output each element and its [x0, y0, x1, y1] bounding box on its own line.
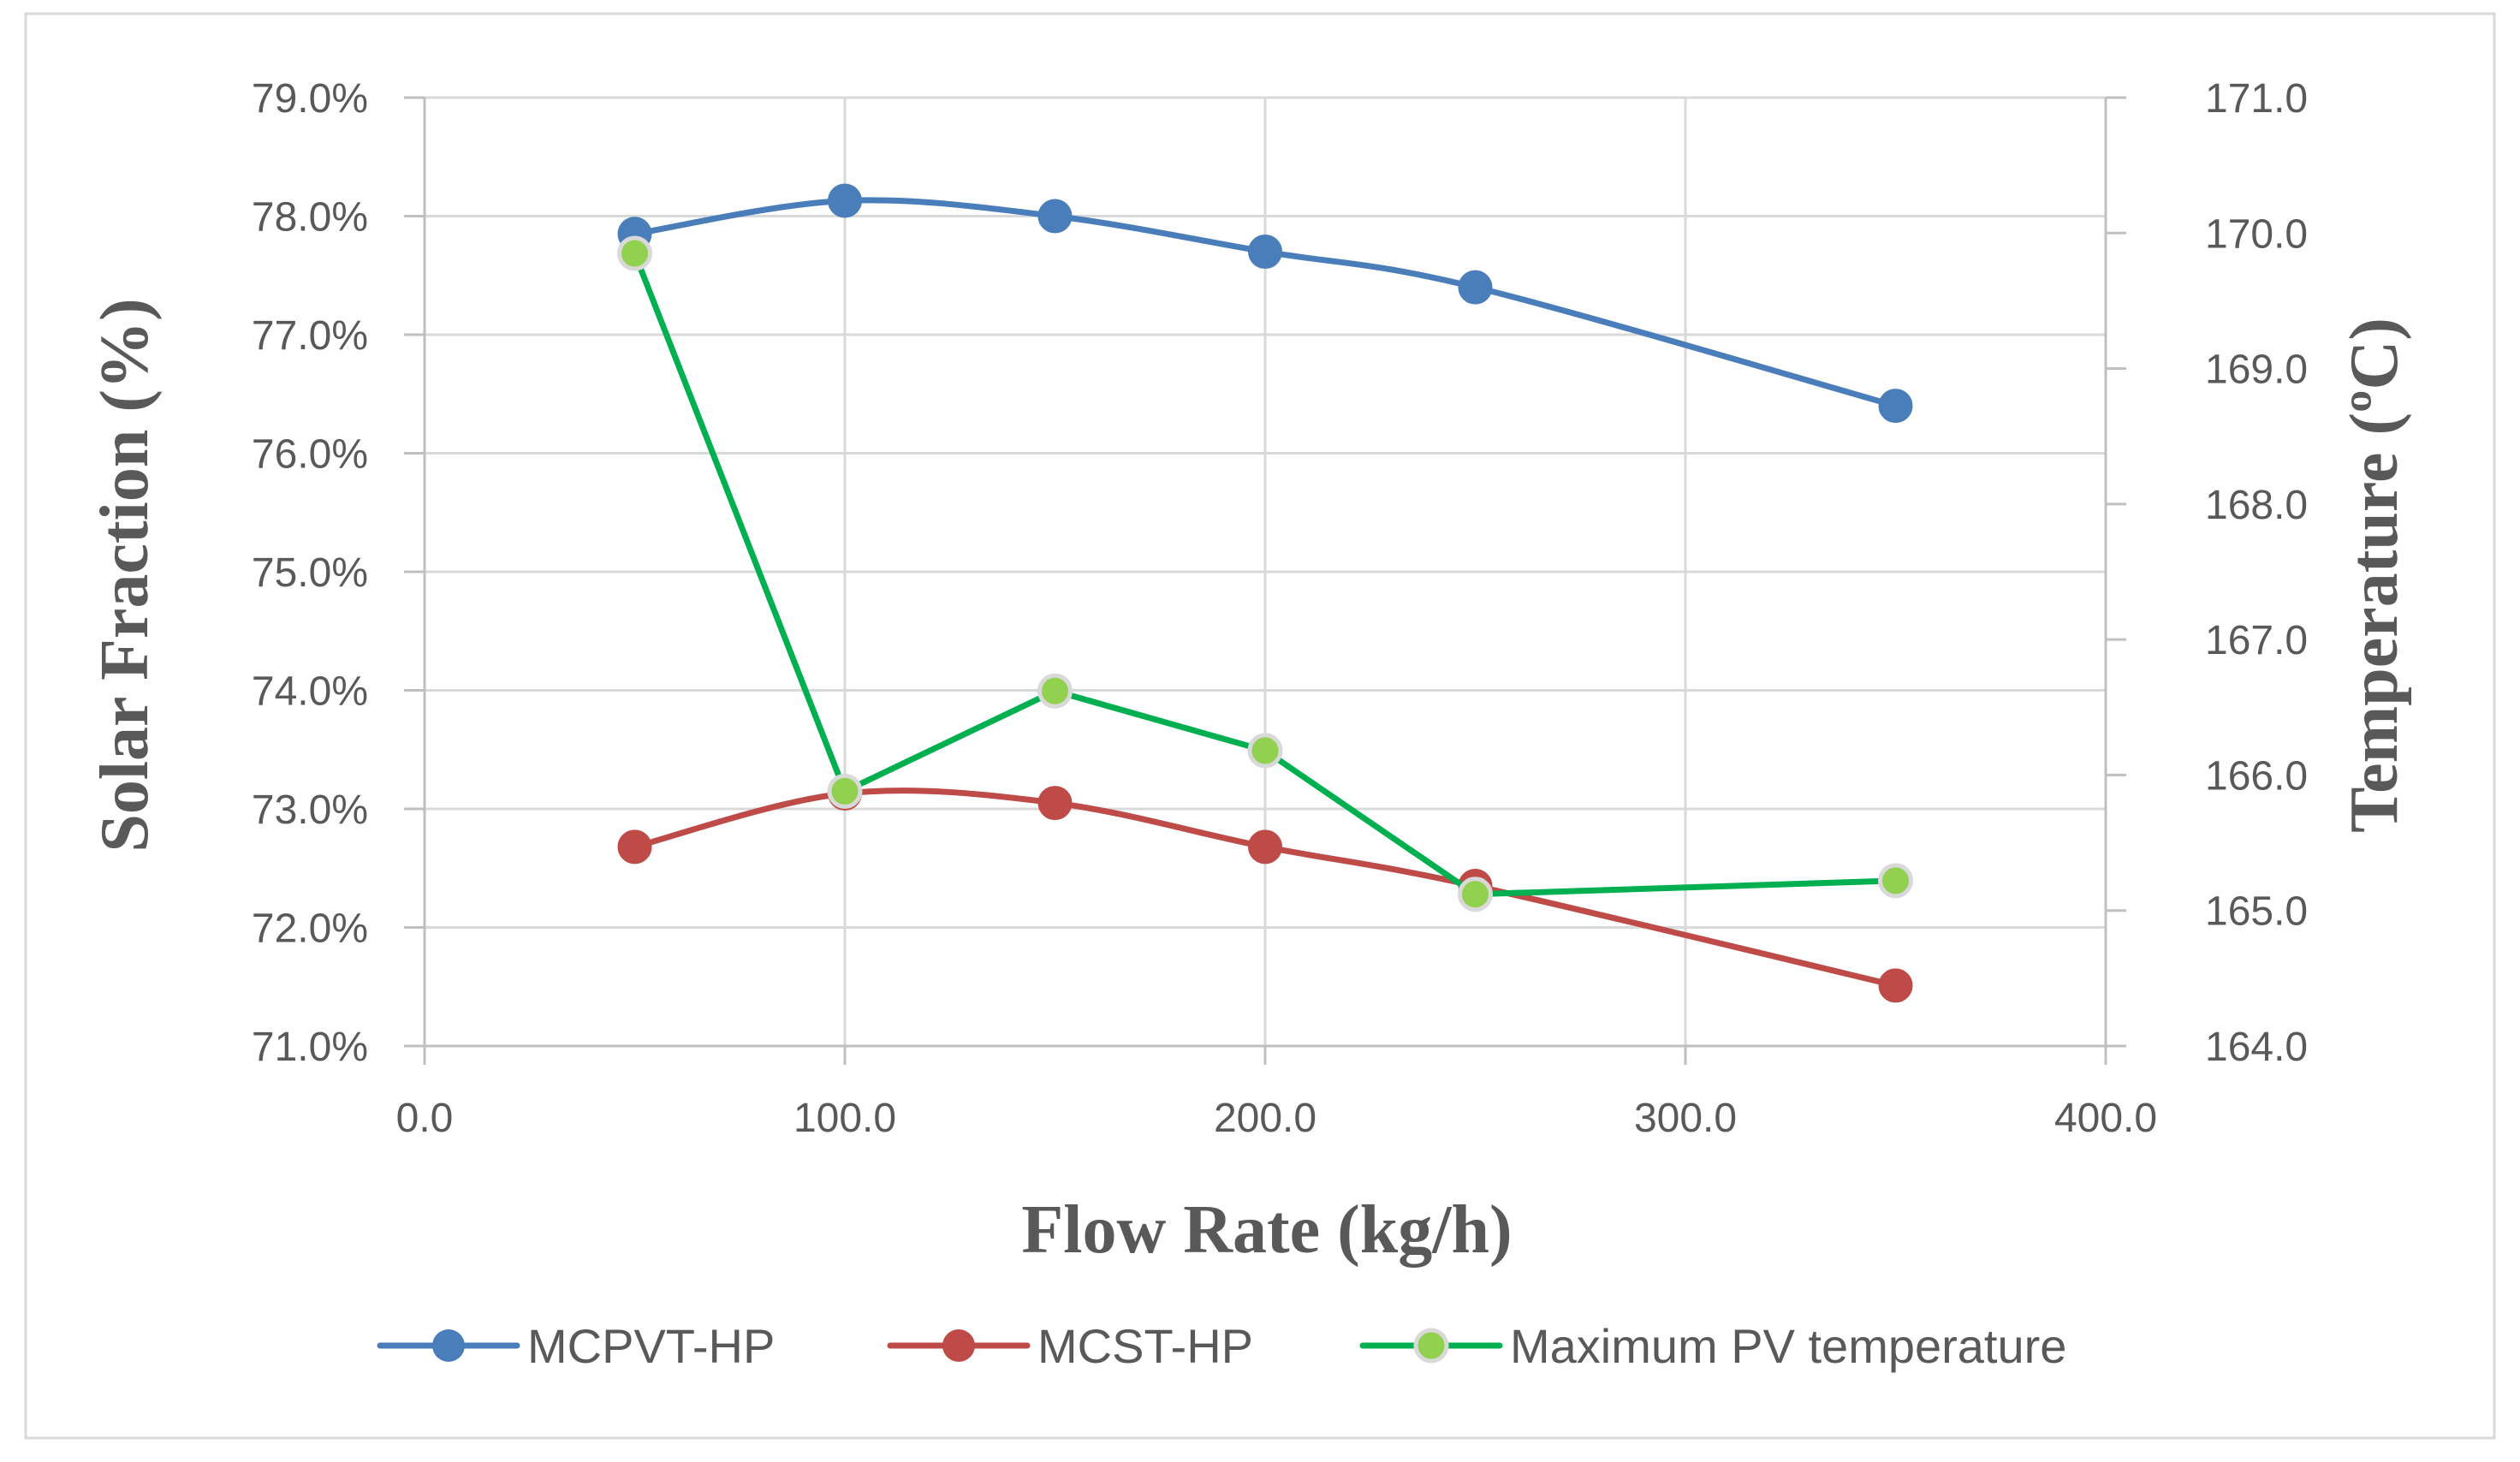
y-tick-label: 73.0%	[252, 787, 368, 833]
y2-tick-label: 168.0	[2205, 483, 2308, 528]
x-tick-label: 200.0	[1214, 1096, 1316, 1141]
legend-marker-mcst-hp	[942, 1329, 975, 1362]
data-point-maximum-pv-temperature	[1458, 877, 1493, 912]
data-point-mcst-hp	[1878, 968, 1913, 1003]
legend-marker-maximum-pv-temperature	[1413, 1328, 1449, 1364]
y-tick-label: 71.0%	[252, 1025, 368, 1070]
data-point-mcst-hp	[617, 829, 652, 865]
x-tick-label: 100.0	[793, 1096, 896, 1141]
y2-tick-label: 169.0	[2205, 348, 2308, 393]
data-point-mcpvt-hp	[1037, 199, 1073, 234]
y2-axis-title: Temperature (ºC)	[2337, 318, 2412, 833]
data-point-maximum-pv-temperature	[1037, 673, 1073, 709]
x-tick-label: 300.0	[1634, 1096, 1737, 1141]
data-point-maximum-pv-temperature	[827, 773, 863, 809]
data-point-mcpvt-hp	[828, 183, 862, 218]
y-tick-label: 76.0%	[252, 432, 368, 478]
y-tick-label: 75.0%	[252, 550, 368, 596]
legend: MCPVT-HP MCST-HP Maximum PV temperature	[377, 1319, 2066, 1373]
y2-tick-label: 165.0	[2205, 889, 2308, 935]
y2-tick-label: 166.0	[2205, 753, 2308, 799]
y-tick-label: 77.0%	[252, 313, 368, 359]
legend-label-mcpvt-hp: MCPVT-HP	[527, 1319, 775, 1373]
data-point-mcpvt-hp	[1248, 235, 1282, 270]
y-tick-label: 72.0%	[252, 906, 368, 952]
y-tick-label: 74.0%	[252, 669, 368, 715]
series-line-maximum-pv-temperature	[632, 250, 1899, 898]
data-point-maximum-pv-temperature	[1878, 863, 1913, 899]
data-point-maximum-pv-temperature	[617, 235, 652, 271]
y2-tick-label: 170.0	[2205, 211, 2308, 257]
x-tick-label: 0.0	[396, 1096, 454, 1141]
legend-label-mcst-hp: MCST-HP	[1037, 1319, 1253, 1373]
series	[617, 183, 1913, 1003]
y2-tick-label: 167.0	[2205, 618, 2308, 663]
x-tick-label: 400.0	[2054, 1096, 2157, 1141]
x-axis-title: Flow Rate (kg/h)	[1021, 1192, 1512, 1268]
y-axis-title: Solar Fraction (%)	[87, 298, 163, 852]
data-point-mcpvt-hp	[1458, 270, 1493, 305]
tick-labels: 71.0% 72.0% 73.0% 74.0% 75.0% 76.0% 77.0% 78.0%…	[252, 76, 2308, 1141]
axes	[404, 96, 2126, 1065]
data-point-mcst-hp	[1037, 786, 1073, 821]
y2-tick-label: 171.0	[2205, 76, 2308, 122]
y-tick-label: 78.0%	[252, 195, 368, 241]
legend-label-maximum-pv-temperature: Maximum PV temperature	[1510, 1319, 2066, 1373]
data-point-mcpvt-hp	[1878, 389, 1913, 424]
data-point-mcst-hp	[1248, 829, 1282, 865]
legend-marker-mcpvt-hp	[432, 1329, 465, 1362]
data-point-maximum-pv-temperature	[1247, 733, 1283, 769]
y-tick-label: 79.0%	[252, 76, 368, 122]
y2-tick-label: 164.0	[2205, 1025, 2308, 1070]
